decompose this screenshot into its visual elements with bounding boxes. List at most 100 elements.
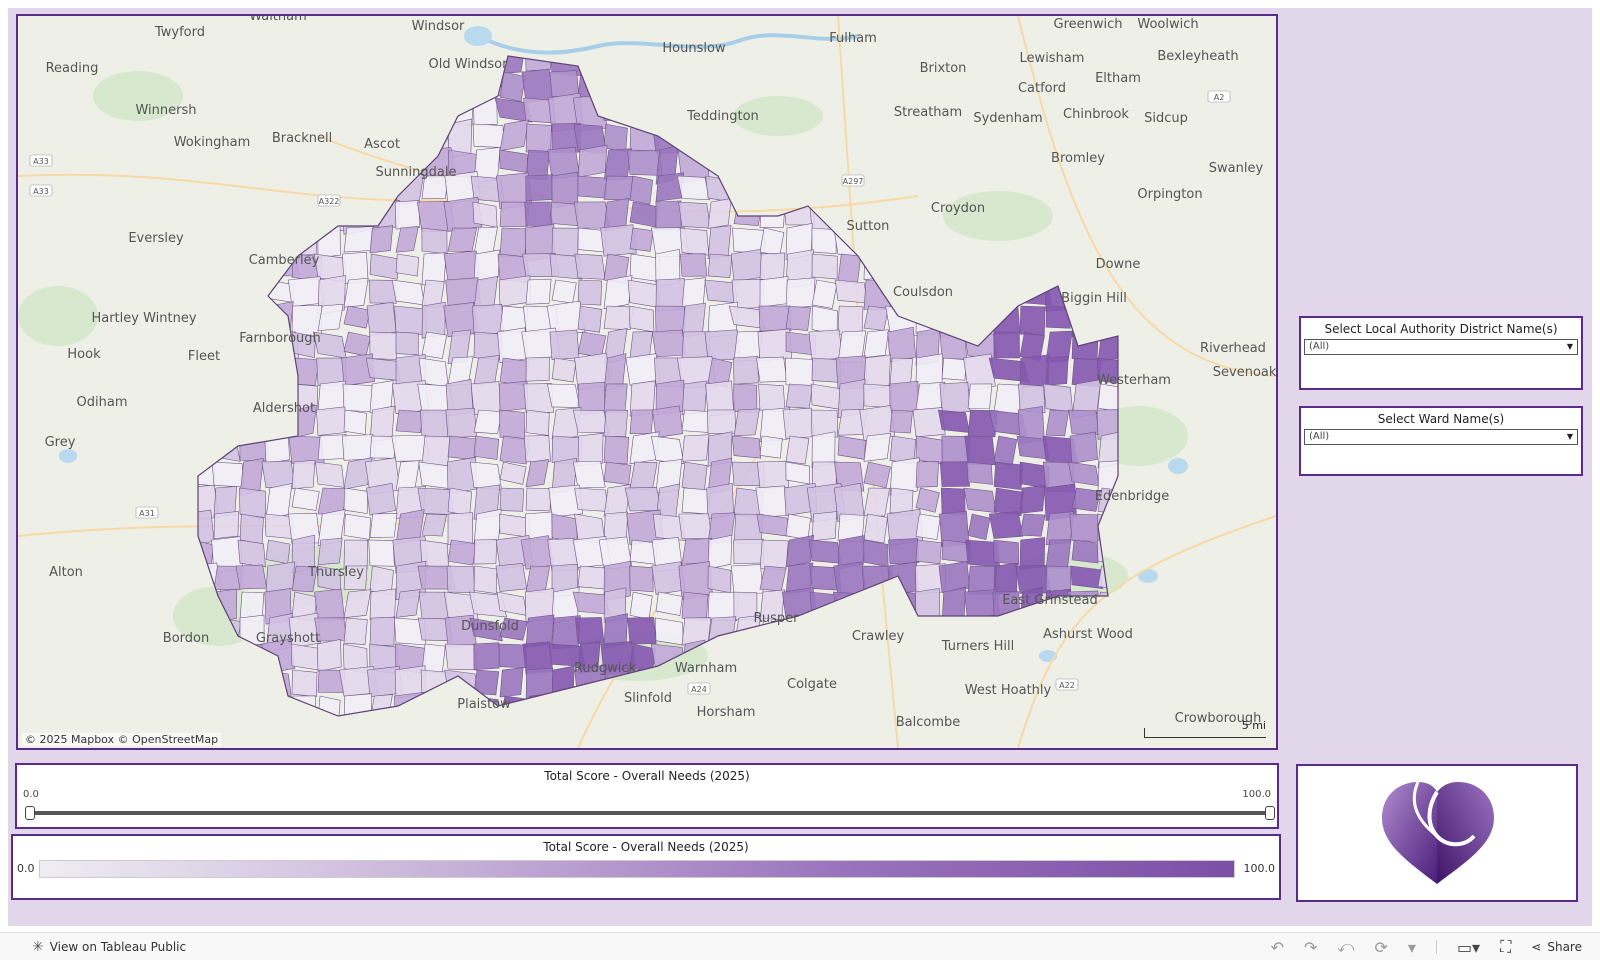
ward-area[interactable] <box>810 409 839 438</box>
ward-area[interactable] <box>339 720 374 748</box>
ward-area[interactable] <box>369 69 393 97</box>
ward-area[interactable] <box>887 326 916 363</box>
ward-area[interactable] <box>237 279 266 305</box>
ward-area[interactable] <box>1097 669 1121 694</box>
ward-area[interactable] <box>188 46 212 71</box>
ward-area[interactable] <box>470 71 503 97</box>
ward-area[interactable] <box>343 589 372 619</box>
ward-area[interactable] <box>940 487 966 516</box>
ward-area[interactable] <box>785 513 811 541</box>
ward-area[interactable] <box>733 175 764 203</box>
ward-area[interactable] <box>759 252 786 280</box>
ward-area[interactable] <box>369 279 397 304</box>
ward-area[interactable] <box>549 253 583 280</box>
ward-area[interactable] <box>730 564 764 595</box>
ward-area[interactable] <box>473 275 498 310</box>
ward-area[interactable] <box>889 250 920 286</box>
ward-area[interactable] <box>368 539 395 567</box>
ward-area[interactable] <box>733 383 758 413</box>
ward-area[interactable] <box>993 279 1018 306</box>
ward-area[interactable] <box>863 305 889 331</box>
ward-area[interactable] <box>812 722 842 748</box>
ward-area[interactable] <box>703 71 738 97</box>
ward-area[interactable] <box>366 46 398 70</box>
ward-area[interactable] <box>681 119 712 155</box>
ward-area[interactable] <box>550 201 579 227</box>
ward-area[interactable] <box>707 591 739 622</box>
ward-area[interactable] <box>837 695 866 720</box>
ward-area[interactable] <box>603 435 629 465</box>
ward-area[interactable] <box>290 95 316 127</box>
ward-area[interactable] <box>756 356 788 383</box>
ward-area[interactable] <box>239 146 268 183</box>
ward-area[interactable] <box>785 461 810 485</box>
ward-area[interactable] <box>369 616 396 647</box>
ward-area[interactable] <box>862 41 894 77</box>
ward-area[interactable] <box>785 357 814 387</box>
ward-area[interactable] <box>470 381 502 415</box>
ward-area[interactable] <box>574 487 610 512</box>
ward-area[interactable] <box>966 46 999 73</box>
ward-area[interactable] <box>343 44 368 79</box>
ward-area[interactable] <box>625 97 657 125</box>
ward-area[interactable] <box>963 253 1002 278</box>
ward-area[interactable] <box>370 722 393 746</box>
ward-area[interactable] <box>858 123 894 155</box>
ward-area[interactable] <box>678 201 711 229</box>
ward-area[interactable] <box>188 223 212 260</box>
ward-area[interactable] <box>213 42 244 78</box>
ward-area[interactable] <box>1071 253 1097 282</box>
ward-area[interactable] <box>600 224 637 257</box>
ward-area[interactable] <box>265 561 295 593</box>
ward-area[interactable] <box>1019 249 1048 287</box>
ward-area[interactable] <box>785 435 810 465</box>
ward-area[interactable] <box>343 226 374 253</box>
ward-area[interactable] <box>941 175 968 200</box>
choropleth-map[interactable]: Windsor Greenwich Woolwich Waltham Twyford Re… <box>16 14 1278 750</box>
ward-area[interactable] <box>395 409 424 433</box>
ward-area[interactable] <box>265 175 291 200</box>
ward-area[interactable] <box>1019 537 1046 570</box>
ward-area[interactable] <box>603 461 632 486</box>
ward-area[interactable] <box>447 227 478 252</box>
ward-area[interactable] <box>473 249 500 282</box>
ward-area[interactable] <box>889 457 920 496</box>
ward-area[interactable] <box>238 94 270 129</box>
ward-area[interactable] <box>317 537 343 566</box>
ward-area[interactable] <box>525 409 550 436</box>
ward-area[interactable] <box>967 144 998 185</box>
ward-area[interactable] <box>1018 383 1046 414</box>
ward-area[interactable] <box>733 149 764 180</box>
ward-area[interactable] <box>860 718 895 748</box>
ward-area[interactable] <box>1045 253 1075 283</box>
ward-area[interactable] <box>863 432 891 462</box>
ward-area[interactable] <box>574 253 606 280</box>
ward-area[interactable] <box>1124 150 1147 179</box>
ward-area[interactable] <box>421 722 449 748</box>
ward-area[interactable] <box>499 617 528 641</box>
ward-area[interactable] <box>317 46 343 72</box>
ward-area[interactable] <box>213 409 241 437</box>
ward-area[interactable] <box>184 70 219 104</box>
ward-area[interactable] <box>915 227 944 252</box>
ward-area[interactable] <box>889 409 913 434</box>
ward-area[interactable] <box>810 383 841 410</box>
ward-area[interactable] <box>395 589 421 618</box>
ward-area[interactable] <box>889 71 914 95</box>
ward-area[interactable] <box>811 227 837 254</box>
ward-area[interactable] <box>471 722 500 746</box>
ward-area[interactable] <box>678 513 713 540</box>
ward-area[interactable] <box>1068 409 1100 435</box>
ward-area[interactable] <box>759 71 783 99</box>
ward-area[interactable] <box>343 305 371 329</box>
ward-area[interactable] <box>419 409 451 439</box>
ward-area[interactable] <box>239 196 268 231</box>
ward-area[interactable] <box>264 431 290 464</box>
ward-area[interactable] <box>342 251 369 284</box>
ward-area[interactable] <box>551 407 582 440</box>
ward-area[interactable] <box>444 669 479 696</box>
ward-area[interactable] <box>473 539 498 565</box>
ward-area[interactable] <box>783 201 816 226</box>
ward-area[interactable] <box>447 66 475 102</box>
ward-area[interactable] <box>1045 539 1072 569</box>
